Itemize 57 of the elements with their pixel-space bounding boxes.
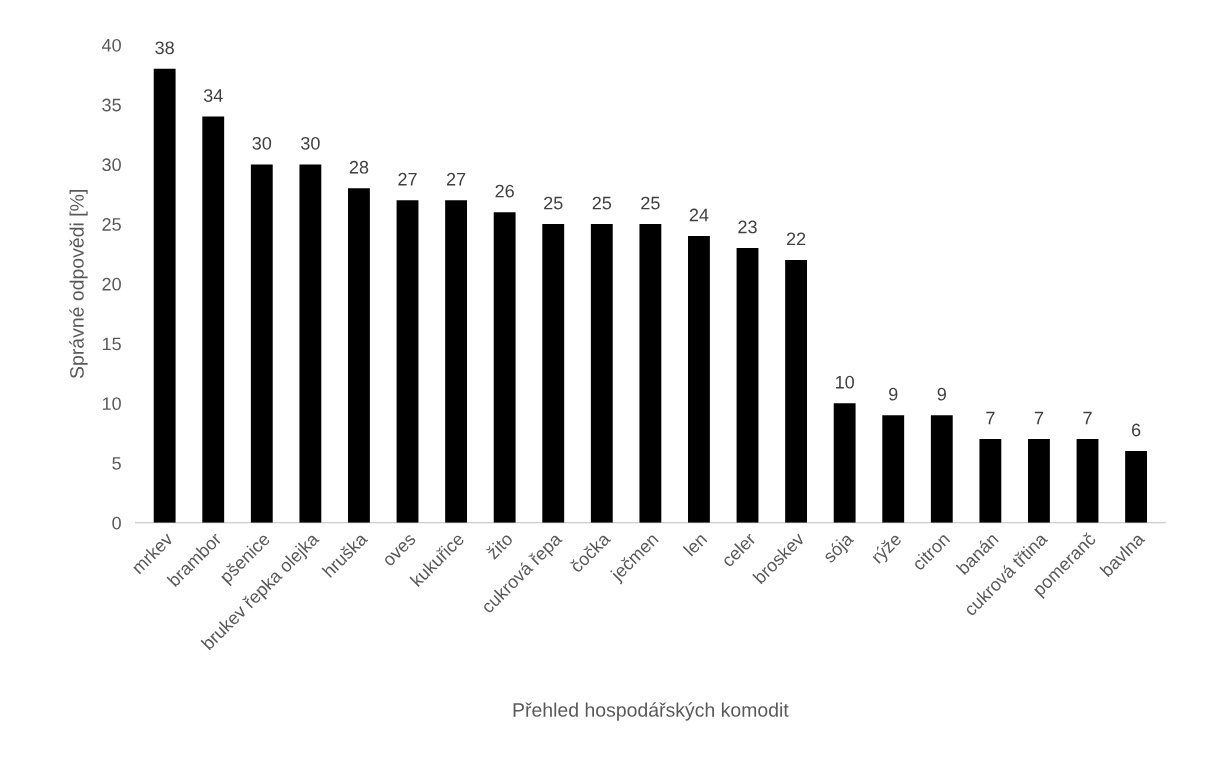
bar bbox=[299, 164, 322, 523]
x-tick-label: žito bbox=[485, 531, 514, 560]
x-tick-label: len bbox=[682, 531, 708, 557]
data-label: 7 bbox=[1083, 411, 1092, 425]
data-label: 30 bbox=[301, 136, 320, 150]
data-label: 27 bbox=[398, 172, 417, 186]
data-label: 34 bbox=[203, 89, 223, 102]
x-tick-label: sója bbox=[821, 531, 857, 567]
data-label: 23 bbox=[738, 220, 757, 234]
y-tick-label: 20 bbox=[102, 277, 121, 291]
data-label: 9 bbox=[889, 387, 898, 401]
data-label: 22 bbox=[786, 232, 806, 246]
x-axis-title: Přehled hospodářských komodit bbox=[513, 702, 789, 721]
bar bbox=[882, 415, 905, 523]
data-label: 24 bbox=[689, 208, 709, 222]
data-label: 7 bbox=[986, 411, 995, 425]
data-label: 7 bbox=[1034, 411, 1044, 425]
y-tick-label: 0 bbox=[112, 516, 121, 530]
bar bbox=[1125, 451, 1148, 523]
y-tick-label: 30 bbox=[102, 158, 121, 172]
bar bbox=[785, 259, 808, 523]
y-tick-label: 40 bbox=[101, 38, 121, 52]
y-tick-label: 5 bbox=[112, 457, 121, 470]
data-label: 26 bbox=[495, 184, 514, 198]
bar bbox=[1028, 439, 1050, 523]
bar bbox=[930, 415, 953, 523]
bar bbox=[590, 224, 613, 523]
data-label: 6 bbox=[1131, 423, 1141, 437]
x-tick-label: rýže bbox=[869, 531, 905, 567]
data-label: 30 bbox=[252, 136, 272, 150]
data-label: 38 bbox=[155, 41, 174, 55]
bar bbox=[348, 188, 370, 523]
bar bbox=[153, 68, 176, 523]
bar bbox=[445, 200, 468, 523]
y-axis-title: Správné odpovědi [%] bbox=[69, 190, 88, 379]
data-label: 10 bbox=[836, 375, 854, 389]
data-label: 9 bbox=[937, 387, 946, 401]
bar bbox=[202, 116, 225, 523]
data-label: 27 bbox=[446, 172, 466, 186]
data-label: 28 bbox=[349, 160, 369, 174]
y-tick-label: 10 bbox=[102, 397, 121, 411]
bar bbox=[736, 248, 759, 523]
data-label: 25 bbox=[544, 196, 563, 210]
y-tick-label: 25 bbox=[102, 218, 121, 231]
y-tick-label: 15 bbox=[102, 337, 121, 351]
bar bbox=[396, 200, 419, 523]
bar bbox=[688, 236, 710, 523]
bar bbox=[1076, 439, 1099, 523]
bar bbox=[542, 224, 565, 523]
bar bbox=[250, 164, 273, 523]
bar bbox=[493, 212, 516, 523]
data-label: 25 bbox=[641, 196, 660, 210]
bar bbox=[979, 439, 1002, 523]
bar bbox=[639, 224, 662, 523]
y-tick-label: 35 bbox=[102, 98, 121, 112]
bar bbox=[833, 403, 856, 523]
data-label: 25 bbox=[592, 196, 612, 210]
